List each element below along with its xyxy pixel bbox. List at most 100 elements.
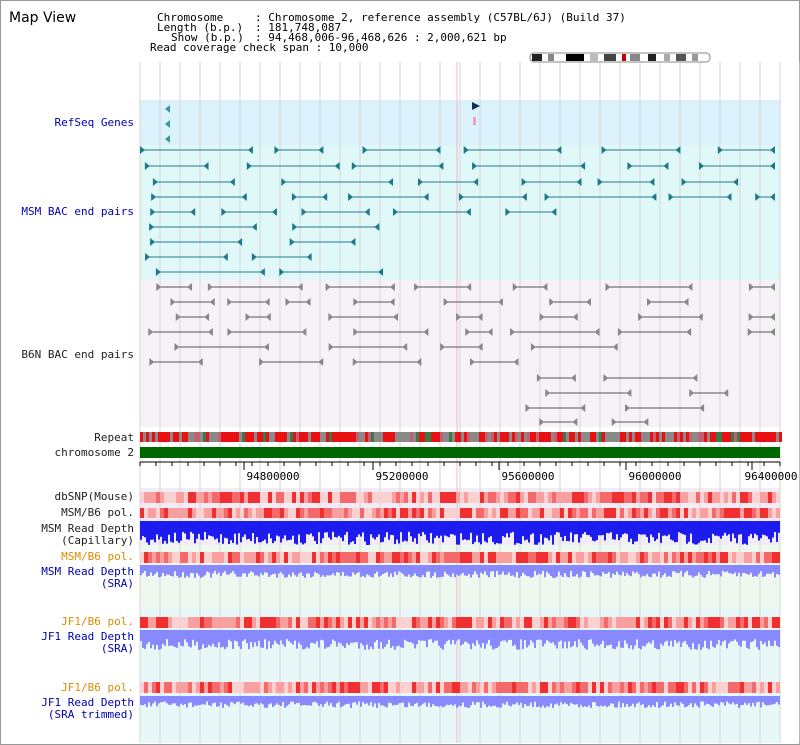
dbsnp-heat-cell	[512, 492, 516, 503]
jf1-depth-bar	[724, 630, 726, 641]
msm-depth-cap-bar	[214, 521, 216, 540]
msm-depth-cap-bar	[234, 521, 236, 534]
jf1-depth-bar	[658, 630, 660, 650]
track-label-dbsnp[interactable]: dbSNP(Mouse)	[54, 490, 134, 503]
jf1-depth-bar	[404, 630, 406, 640]
jf1-b6-pol-heat-cell	[768, 617, 772, 628]
track-label-msm-b6-pol-2[interactable]: MSM/B6 pol.	[61, 550, 134, 563]
dbsnp-heat-cell	[568, 492, 572, 503]
msm-depth-sra-bar	[734, 565, 736, 573]
dbsnp-heat-cell	[708, 492, 712, 503]
track-label-repeat[interactable]: Repeat	[94, 431, 134, 444]
msm-b6-pol2-heat-cell	[708, 552, 712, 563]
track-label-msm-b6-pol[interactable]: MSM/B6 pol.	[61, 506, 134, 519]
dbsnp-heat-cell	[164, 492, 168, 503]
track-label-jf1-b6-pol-2[interactable]: JF1/B6 pol.	[61, 681, 134, 694]
msm-depth-cap-bar	[334, 521, 336, 538]
jf1-depth-bar	[338, 630, 340, 643]
jf1-depth-bar	[236, 630, 238, 642]
jf1-b6-pol-heat-cell	[620, 617, 624, 628]
jf1-depth-trim-bar	[720, 696, 722, 703]
jf1-b6-pol2-heat-cell	[768, 682, 772, 693]
track-label-jf1-b6-pol[interactable]: JF1/B6 pol.	[61, 615, 134, 628]
b6n-bac-end	[264, 298, 270, 306]
jf1-depth-trim-bar	[466, 696, 468, 708]
track-label-msm-depth-sra[interactable]: MSM Read Depth	[41, 565, 134, 578]
track-label-refseq[interactable]: RefSeq Genes	[54, 116, 134, 129]
repeat-segment	[467, 432, 470, 442]
msm-depth-sra-bar	[248, 565, 250, 574]
msm-bac-end	[203, 162, 209, 170]
jf1-depth-bar	[222, 630, 224, 647]
msm-bac-end	[675, 146, 681, 154]
msm-b6-pol-heat-cell	[408, 508, 412, 518]
jf1-depth-trim-bar	[600, 696, 602, 706]
msm-depth-sra-bar	[700, 565, 702, 575]
jf1-depth-trim-bar	[676, 696, 678, 706]
track-label-msm-bac[interactable]: MSM BAC end pairs	[21, 205, 134, 218]
jf1-depth-trim-bar	[410, 696, 412, 706]
msm-b6-pol2-heat-cell	[184, 552, 188, 563]
repeat-segment	[194, 432, 197, 442]
jf1-depth-bar	[292, 630, 294, 645]
track-label-chromosome[interactable]: chromosome 2	[54, 446, 134, 459]
dbsnp-heat-cell	[632, 492, 636, 503]
repeat-segment	[215, 432, 218, 442]
msm-b6-pol2-heat-cell	[520, 552, 524, 563]
msm-depth-cap-bar	[204, 521, 206, 533]
msm-b6-pol-heat-cell	[684, 508, 688, 518]
msm-depth-cap-bar	[774, 521, 776, 532]
msm-b6-pol-heat-cell	[564, 508, 568, 518]
ideogram-band	[590, 54, 598, 61]
dbsnp-heat-cell	[392, 492, 396, 503]
msm-depth-sra-bar	[690, 565, 692, 576]
msm-depth-sra-bar	[146, 565, 148, 577]
dbsnp-heat-cell	[188, 492, 192, 503]
msm-depth-cap-bar	[196, 521, 198, 539]
msm-bac-end	[150, 238, 156, 246]
track-label-b6n-bac[interactable]: B6N BAC end pairs	[21, 348, 134, 361]
msm-depth-cap-bar	[632, 521, 634, 545]
track-label-jf1-depth-trim[interactable]: JF1 Read Depth	[41, 696, 134, 709]
jf1-depth-trim-bar	[696, 696, 698, 706]
msm-bac-end	[374, 223, 380, 231]
jf1-depth-trim-bar	[706, 696, 708, 704]
msm-depth-cap-bar	[550, 521, 552, 536]
msm-depth-sra-bar	[530, 565, 532, 578]
jf1-depth-trim-bar	[270, 696, 272, 704]
jf1-b6-pol-heat-cell	[536, 617, 540, 628]
jf1-depth-bar	[596, 630, 598, 645]
b6n-bac-end	[325, 283, 331, 291]
jf1-b6-pol2-heat-cell	[284, 682, 288, 693]
msm-depth-cap-bar	[210, 521, 212, 537]
track-label-msm-depth-cap[interactable]: MSM Read Depth	[41, 522, 134, 535]
msm-depth-sra-bar	[446, 565, 448, 575]
track-label-jf1-depth[interactable]: JF1 Read Depth	[41, 630, 134, 643]
msm-depth-cap-bar	[758, 521, 760, 541]
jf1-depth-bar	[256, 630, 258, 647]
msm-depth-cap-bar	[182, 521, 184, 533]
jf1-depth-trim-bar	[408, 696, 410, 703]
msm-b6-pol-heat-cell	[704, 508, 708, 518]
msm-depth-cap-bar	[162, 521, 164, 544]
jf1-depth-bar	[178, 630, 180, 643]
msm-bac-end	[458, 193, 464, 201]
repeat-segment	[176, 432, 179, 442]
jf1-b6-pol2-heat-cell	[544, 682, 548, 693]
msm-b6-pol-heat-cell	[376, 508, 380, 518]
msm-bac-end	[472, 162, 478, 170]
jf1-b6-pol-heat-cell	[516, 617, 520, 628]
jf1-depth-trim-bar	[558, 696, 560, 706]
msm-depth-cap-bar	[336, 521, 338, 538]
dbsnp-heat-cell	[384, 492, 388, 503]
msm-depth-cap-bar	[370, 521, 372, 535]
jf1-depth-bar	[762, 630, 764, 645]
jf1-depth-bar	[620, 630, 622, 648]
msm-depth-sra-bar	[654, 565, 656, 574]
b6n-bac-end	[148, 328, 154, 336]
msm-b6-pol-heat-cell	[632, 508, 636, 518]
jf1-b6-pol2-heat-cell	[156, 682, 160, 693]
msm-bac-end	[155, 268, 161, 276]
jf1-depth-bar	[572, 630, 574, 646]
